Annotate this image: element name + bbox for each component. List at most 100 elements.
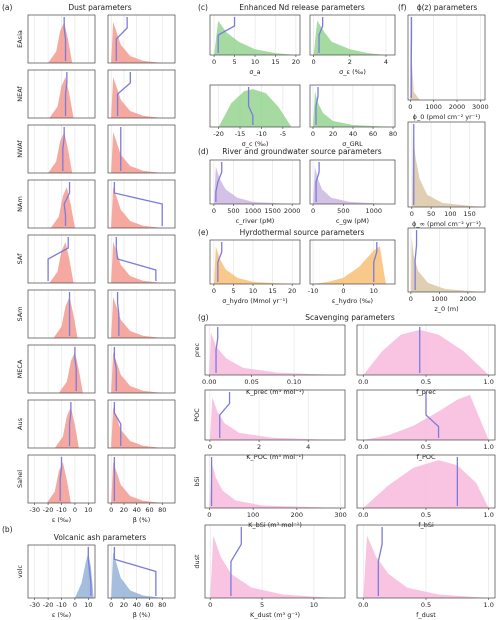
row-label: NAm [16, 196, 24, 212]
x-tick-label: 1000 [245, 207, 262, 215]
prior-density [111, 552, 163, 598]
posterior-path [116, 72, 131, 116]
x-tick-label: 1.0 [484, 443, 494, 451]
plot-frame [27, 344, 96, 394]
prior-density [53, 296, 78, 338]
prior-density [213, 166, 293, 204]
plot-frame [204, 524, 346, 599]
x-axis-label: c_river (pM) [236, 217, 275, 225]
x-tick-label: 0 [208, 601, 212, 609]
x-tick-label: 150 [463, 210, 475, 218]
prior-density [313, 91, 393, 127]
prior-density [111, 461, 163, 503]
x-tick-label: 0.5 [421, 511, 431, 519]
x-tick-label: 0 [73, 601, 77, 609]
prior-density [58, 351, 83, 393]
plot-frame [204, 389, 346, 441]
panel-title: Hyrdothermal source parameters [240, 228, 365, 237]
x-axis-label: K_dust (m³ g⁻¹) [250, 611, 300, 619]
prior-density [410, 23, 420, 101]
x-tick-label: 0.0 [358, 511, 368, 519]
row-label: MECA [16, 359, 24, 378]
panel-label: (e) [198, 228, 209, 237]
posterior-path [64, 72, 68, 116]
prior-density [48, 131, 73, 173]
x-tick-label: 60 [145, 601, 153, 609]
posterior-path [315, 87, 319, 125]
row-label: NEAf [16, 86, 24, 102]
x-tick-label: 15 [268, 287, 276, 295]
prior-density [111, 131, 163, 173]
row-label: POC [193, 408, 201, 422]
x-tick-label: -30 [29, 506, 40, 514]
plot-frame [309, 14, 396, 56]
x-axis-label: σ_ε (‰) [339, 68, 366, 76]
x-tick-label: 100 [444, 210, 456, 218]
posterior-path [377, 527, 383, 596]
plot-frame [27, 14, 96, 64]
x-tick-label: 1.0 [484, 511, 494, 519]
x-tick-label: 0 [73, 506, 77, 514]
row-label: Aus [16, 417, 24, 430]
posterior-path [315, 162, 320, 202]
plot-frame [107, 234, 176, 284]
panel-title: Enhanced Nd release parameters [239, 3, 365, 12]
prior-density [111, 296, 163, 338]
plot-frame [309, 159, 396, 205]
x-tick-label: -10 [56, 506, 67, 514]
x-tick-label: 10 [370, 287, 378, 295]
x-tick-label: -20 [213, 130, 224, 138]
prior-density [209, 462, 341, 508]
prior-density [50, 186, 75, 228]
prior-density [313, 20, 386, 55]
x-tick-label: 1500 [264, 207, 281, 215]
x-tick-label: 0.0 [358, 378, 368, 386]
x-axis-label: β (%) [133, 516, 150, 524]
x-tick-label: -5 [280, 130, 286, 138]
panel-label: (a) [2, 3, 13, 12]
x-tick-label: 1.0 [484, 378, 494, 386]
plot-frame [309, 239, 396, 285]
plot-frame [107, 289, 176, 339]
x-axis-label: σ_hydro (Mmol yr⁻¹) [222, 297, 287, 305]
plot-frame [107, 454, 176, 504]
panel-label: (f) [398, 3, 407, 12]
x-tick-label: -20 [43, 506, 54, 514]
prior-density [363, 535, 489, 598]
x-tick-label: 0 [208, 443, 212, 451]
x-tick-label: 20 [292, 58, 300, 66]
prior-density [210, 535, 335, 598]
x-tick-label: -15 [235, 130, 246, 138]
prior-density [209, 397, 333, 440]
x-tick-label: 500 [337, 207, 349, 215]
posterior-path [116, 292, 120, 336]
prior-density [214, 20, 296, 55]
plot-frame [107, 344, 176, 394]
posterior-path [247, 87, 254, 125]
plot-frame [27, 289, 96, 339]
row-label: dust [193, 554, 201, 569]
posterior-path [373, 242, 378, 282]
prior-density [313, 166, 386, 204]
plot-frame [27, 454, 96, 504]
panel-title: Dust parameters [68, 3, 131, 12]
x-tick-label: -10 [256, 130, 267, 138]
x-tick-label: 0 [207, 511, 211, 519]
x-tick-label: 2 [257, 443, 261, 451]
prior-density [111, 186, 163, 228]
prior-density [48, 21, 73, 63]
panel-label: (b) [2, 525, 13, 534]
x-tick-label: 60 [369, 130, 377, 138]
row-label: bSi [193, 476, 201, 486]
plot-frame [27, 399, 96, 449]
row-label: prec [193, 342, 201, 357]
plot-frame [204, 454, 346, 509]
prior-density [111, 21, 163, 63]
x-tick-label: 0 [109, 506, 113, 514]
plot-frame [27, 234, 96, 284]
x-axis-label: ε (‰) [52, 611, 71, 619]
prior-density [49, 76, 74, 118]
plot-frame [107, 544, 176, 599]
x-tick-label: 10 [251, 58, 259, 66]
plot-frame [204, 324, 346, 376]
